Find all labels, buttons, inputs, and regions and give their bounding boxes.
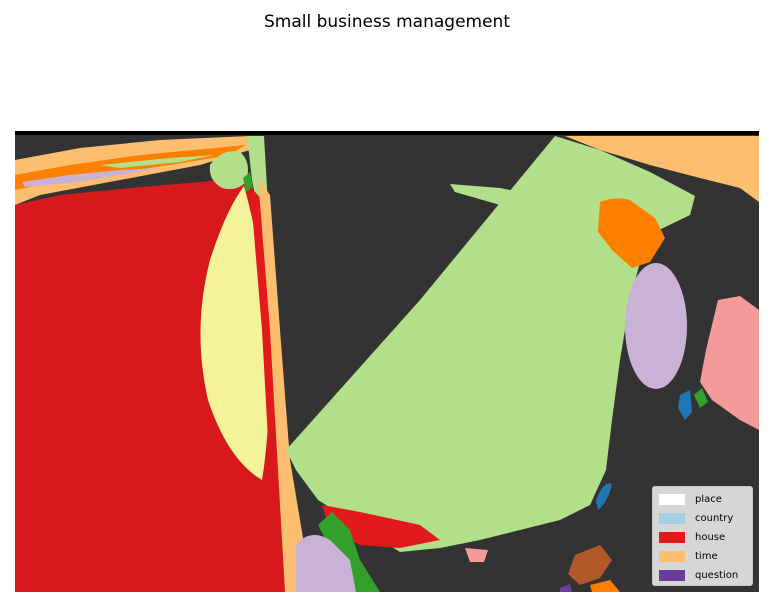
pink-dot: [465, 548, 488, 562]
pink-region-right: [700, 296, 759, 430]
lilac-region: [625, 263, 687, 389]
blob-light-green: [209, 151, 248, 190]
legend-swatch-country: [659, 512, 685, 524]
light-green-arm: [450, 184, 600, 215]
band-lilac-top: [22, 168, 160, 187]
light-orange-strip: [258, 178, 312, 592]
blue-island-2: [596, 483, 612, 510]
legend-label-house: house: [695, 531, 726, 543]
legend-item-place: place: [659, 492, 722, 506]
legend-item-house: house: [659, 530, 725, 544]
legend-swatch-place: [659, 493, 685, 505]
lilac-bottom: [296, 535, 356, 592]
band-green-top: [100, 155, 215, 168]
orange-bottom: [590, 580, 620, 592]
yellow-region: [200, 186, 270, 480]
legend-label-question: question: [695, 569, 739, 581]
legend-item-time: time: [659, 549, 718, 563]
blue-island-1: [678, 390, 692, 420]
legend-item-question: question: [659, 568, 738, 582]
brown-region: [568, 545, 612, 585]
legend-swatch-question: [659, 569, 685, 581]
red-strip: [250, 186, 276, 440]
legend-swatch-time: [659, 550, 685, 562]
top-border: [15, 131, 759, 135]
legend-label-place: place: [695, 493, 722, 505]
light-green-main: [286, 136, 695, 552]
legend: place country house time question: [652, 486, 753, 586]
green-island: [694, 388, 708, 408]
legend-label-country: country: [695, 512, 734, 524]
legend-label-time: time: [695, 550, 718, 562]
dark-green-bottom: [318, 512, 380, 592]
orange-region: [598, 198, 665, 268]
purple-bottom: [560, 584, 572, 592]
legend-swatch-house: [659, 531, 685, 543]
chart-title: Small business management: [264, 12, 510, 32]
light-orange-top-right: [565, 136, 759, 202]
map-regions: [15, 131, 759, 592]
legend-item-country: country: [659, 511, 733, 525]
